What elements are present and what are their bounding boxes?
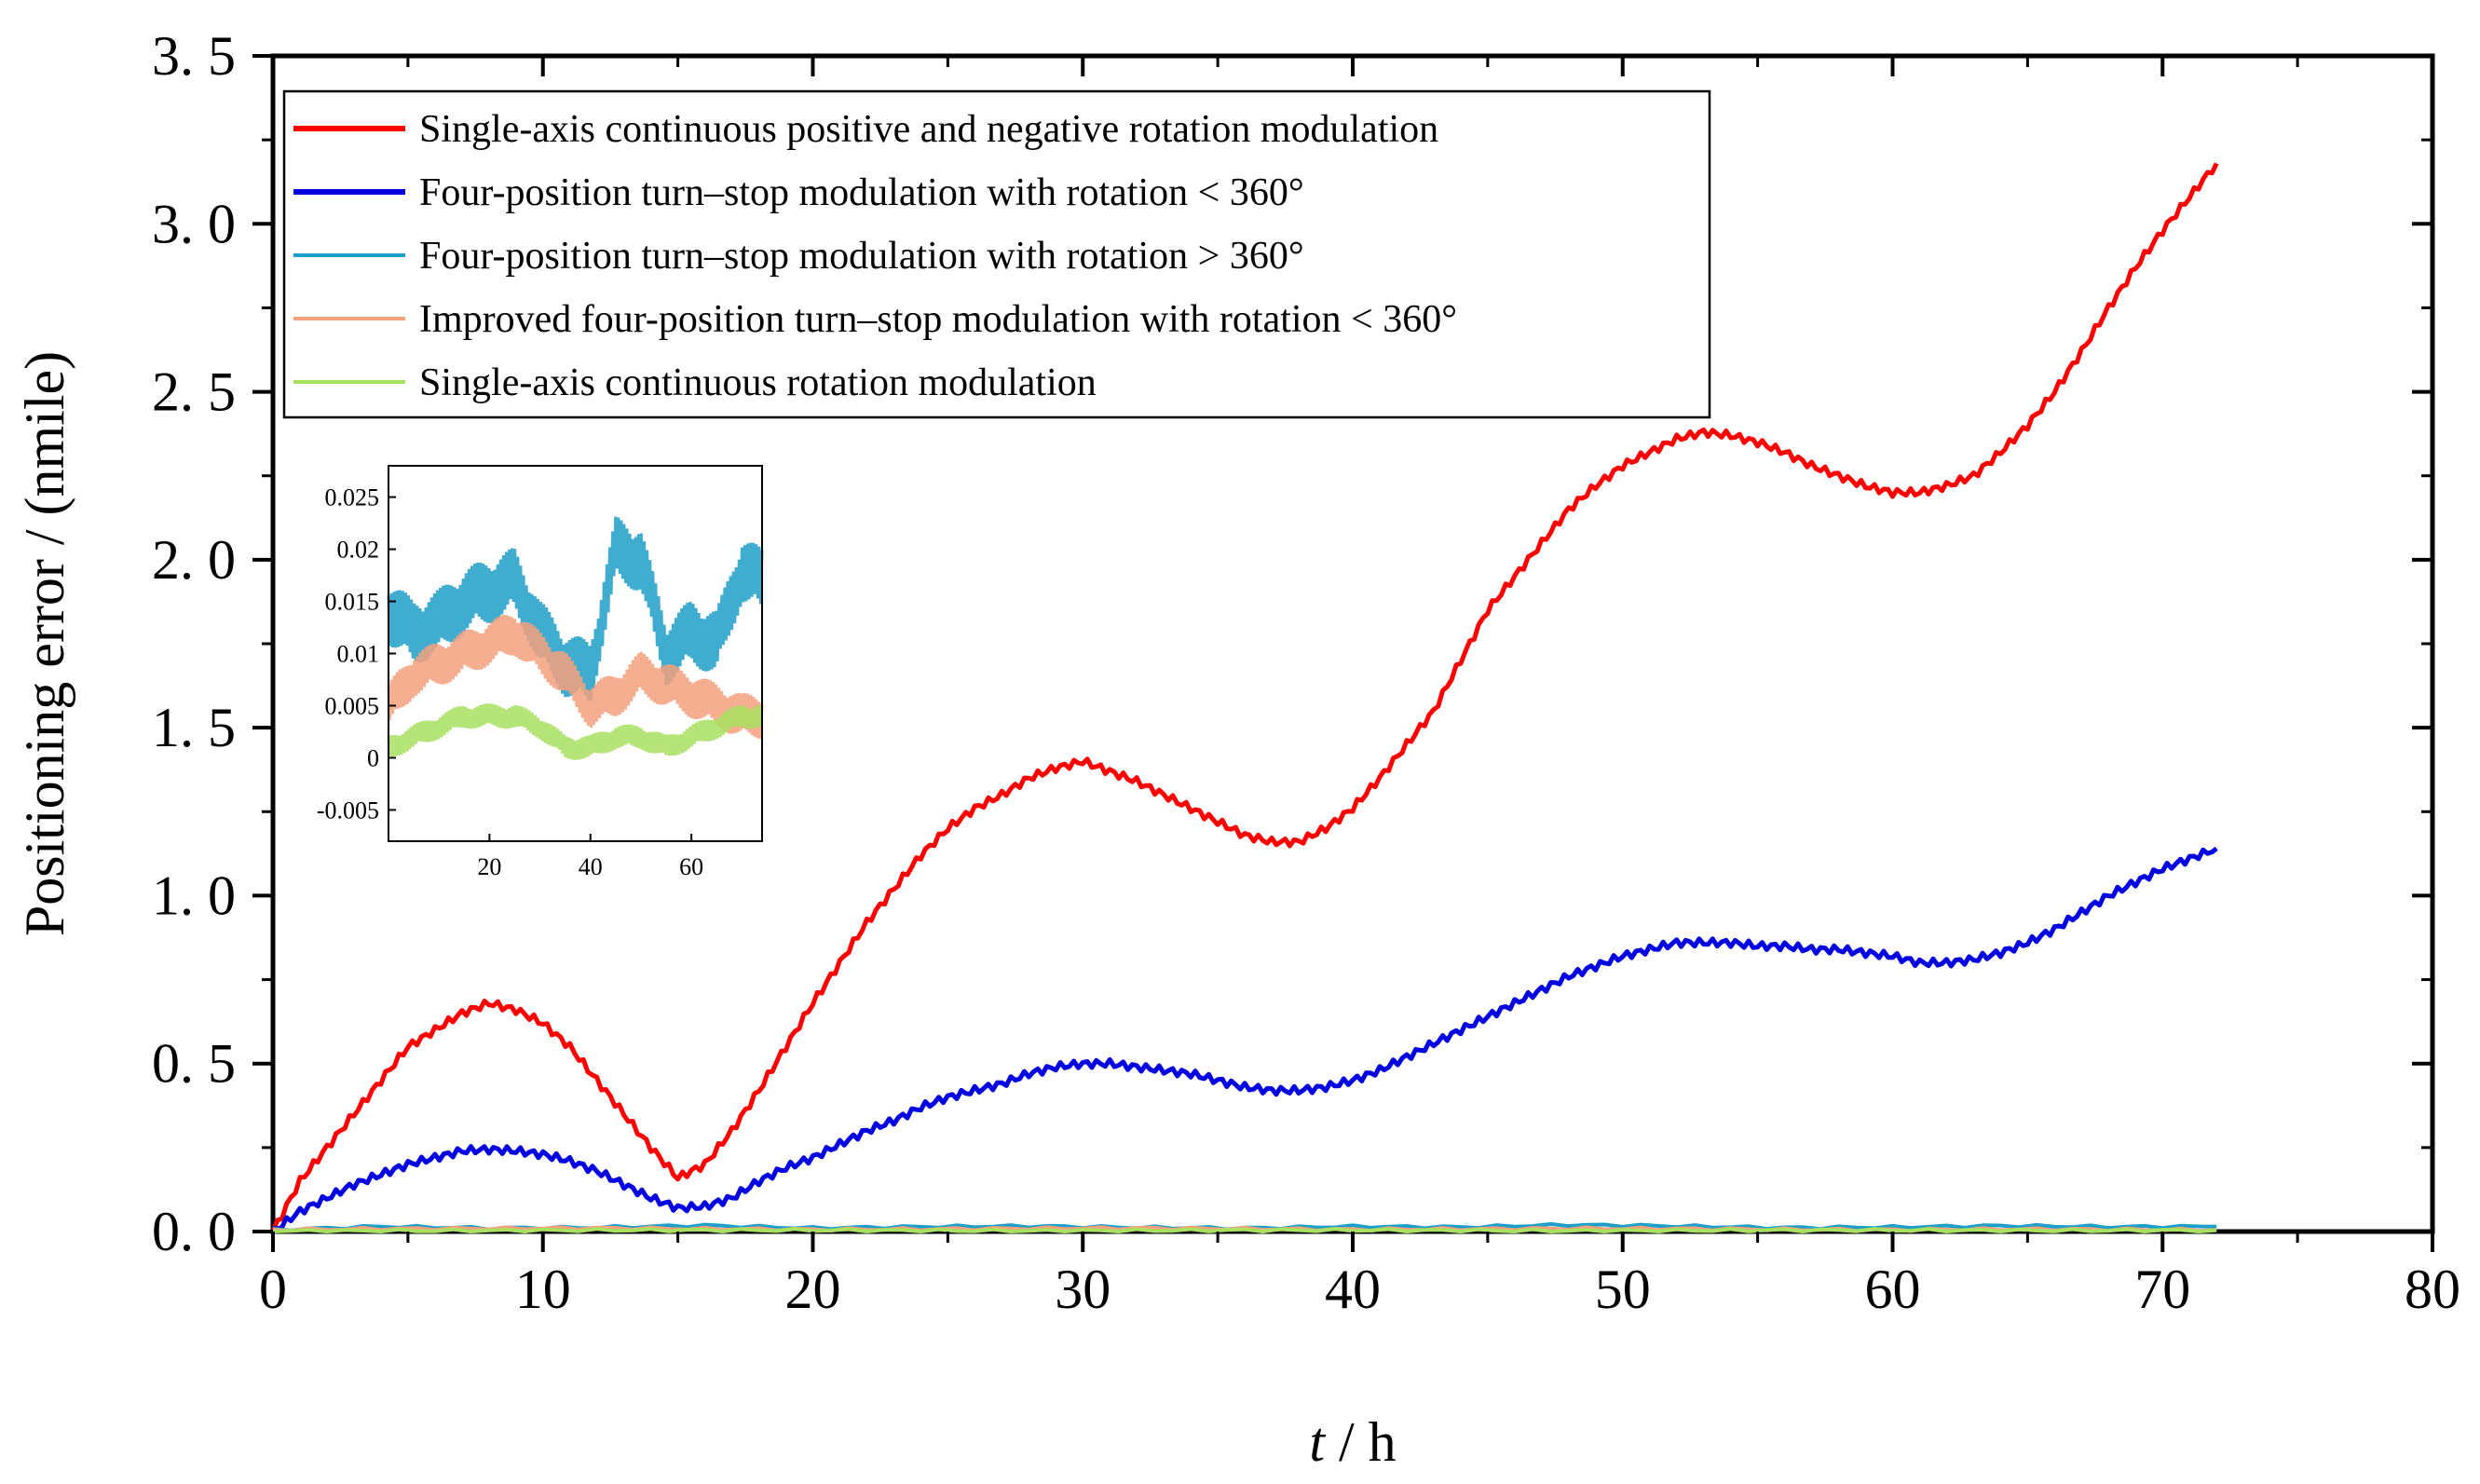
inset-series-group xyxy=(387,516,764,760)
y-tick-label: 0. 5 xyxy=(152,1033,236,1095)
main-plot: 0 10 20 30 40 50 60 70 80 0. 0 0. 5 1. 0 1. 5 2. 0 2.… xyxy=(14,25,2460,1473)
x-axis-variable: t xyxy=(1309,1411,1326,1473)
legend-label-3: Four-position turn–stop modulation with … xyxy=(419,235,1304,278)
legend: Single-axis continuous positive and nega… xyxy=(282,89,1711,419)
legend-label-5: Single-axis continuous rotation modulati… xyxy=(419,361,1097,404)
inset-series-line-3 xyxy=(387,703,764,760)
series-group xyxy=(270,162,2219,1233)
x-axis-ticks: 0 10 20 30 40 50 60 70 80 xyxy=(259,56,2460,1320)
inset-x-tick-label: 20 xyxy=(477,853,501,880)
x-tick-label: 80 xyxy=(2405,1259,2460,1320)
inset-plot: 20 40 60 0.025 0.02 0.015 0.01 0.005 0 -0.005 xyxy=(317,465,764,880)
inset-x-tick-label: 40 xyxy=(579,853,603,880)
y-axis-title: Positioning error / (nmile) xyxy=(14,351,75,936)
legend-label-4: Improved four-position turn–stop modulat… xyxy=(419,298,1457,341)
inset-series-line-2 xyxy=(387,615,764,740)
x-tick-label: 60 xyxy=(1865,1259,1921,1320)
inset-y-tick-label: 0.025 xyxy=(325,484,380,511)
y-tick-label: 1. 0 xyxy=(152,865,236,926)
series-line-1 xyxy=(270,162,2219,1232)
x-tick-label: 0 xyxy=(259,1259,287,1320)
x-axis-title: t / h xyxy=(1309,1411,1396,1473)
x-tick-label: 40 xyxy=(1325,1259,1381,1320)
y-tick-label: 3. 0 xyxy=(152,193,236,254)
legend-label-2: Four-position turn–stop modulation with … xyxy=(419,171,1304,214)
x-tick-label: 70 xyxy=(2134,1259,2190,1320)
series-line-5 xyxy=(272,1227,2217,1233)
inset-y-tick-label: 0.02 xyxy=(337,537,380,564)
x-axis-unit: / h xyxy=(1325,1411,1397,1473)
inset-y-tick-label: 0.015 xyxy=(325,589,380,616)
x-tick-label: 20 xyxy=(785,1259,841,1320)
y-tick-label: 0. 0 xyxy=(152,1201,236,1262)
inset-y-tick-label: 0.005 xyxy=(325,692,380,719)
y-tick-label: 2. 5 xyxy=(152,361,236,423)
inset-x-tick-label: 60 xyxy=(679,853,703,880)
x-tick-label: 10 xyxy=(515,1259,571,1320)
x-tick-label: 30 xyxy=(1055,1259,1111,1320)
inset-x-axis-ticks: 20 40 60 xyxy=(477,834,703,880)
y-tick-label: 1. 5 xyxy=(152,697,236,758)
series-line-2 xyxy=(272,846,2218,1232)
inset-y-tick-label: 0.01 xyxy=(337,641,380,668)
x-tick-label: 50 xyxy=(1595,1259,1651,1320)
inset-y-tick-label: 0 xyxy=(367,744,379,771)
inset-y-axis-ticks: 0.025 0.02 0.015 0.01 0.005 0 -0.005 xyxy=(317,484,396,824)
y-axis-ticks: 0. 0 0. 5 1. 0 1. 5 2. 0 2. 5 3. 0 3. 5 xyxy=(152,25,2432,1262)
legend-box xyxy=(282,89,1711,419)
y-tick-label: 3. 5 xyxy=(152,25,236,87)
inset-series-line-1 xyxy=(387,516,764,701)
inset-y-tick-label: -0.005 xyxy=(317,796,379,824)
legend-label-1: Single-axis continuous positive and nega… xyxy=(419,108,1438,151)
y-tick-label: 2. 0 xyxy=(152,529,236,591)
